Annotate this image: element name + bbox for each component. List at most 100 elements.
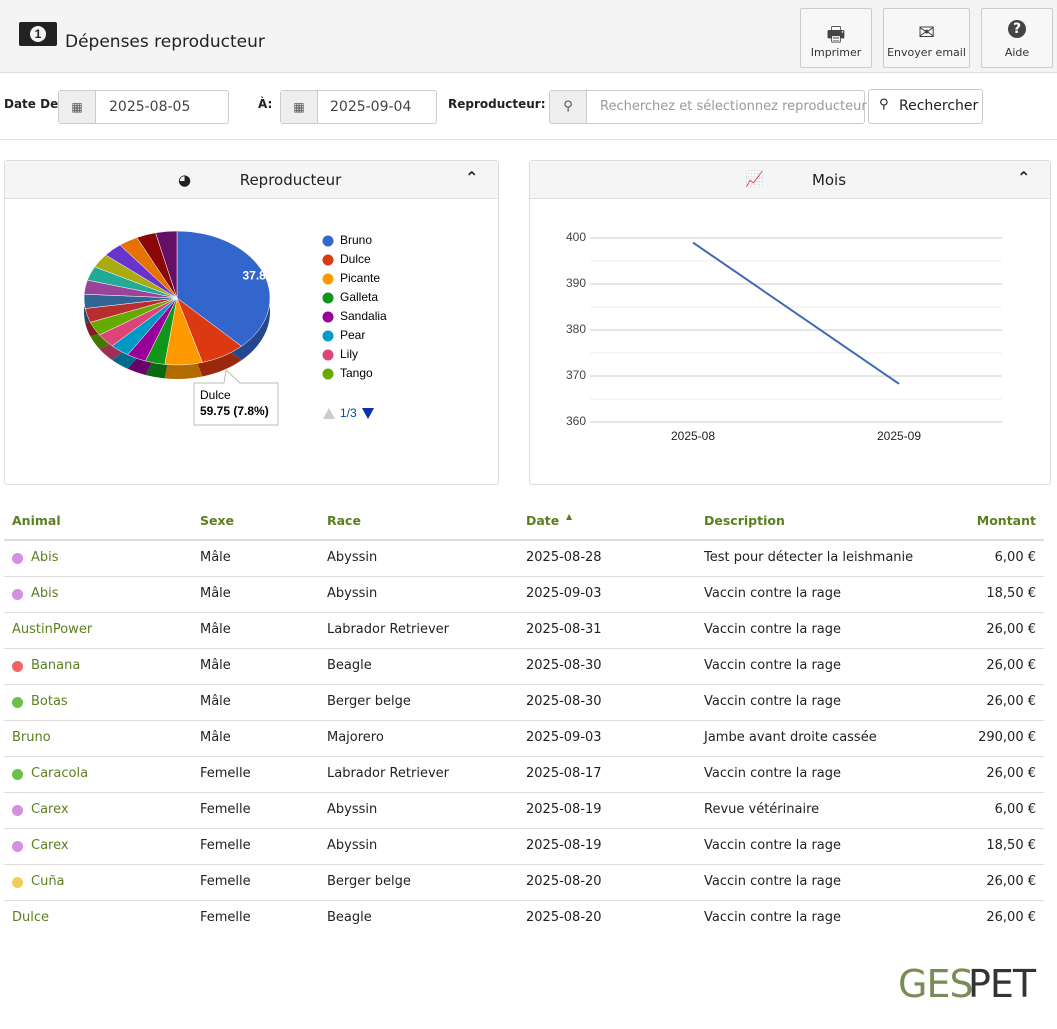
sort-arrow: ▲	[566, 512, 573, 521]
table-cell: 2025-08-30	[526, 658, 602, 673]
column-header[interactable]: Sexe	[200, 513, 235, 528]
table-cell: Vaccin contre la rage	[704, 586, 842, 601]
table-cell: Beagle	[327, 910, 372, 925]
column-header[interactable]: Animal	[12, 513, 61, 528]
page-title: Dépenses reproducteur	[65, 32, 265, 52]
button-label: Imprimer	[810, 46, 862, 59]
table-cell: Labrador Retriever	[327, 766, 449, 781]
animal-link[interactable]: Banana	[31, 658, 81, 673]
legend-label: Tango	[340, 366, 373, 380]
row-rule	[4, 864, 1044, 865]
legend-swatch	[322, 235, 334, 247]
animal-dot	[12, 805, 23, 816]
animal-dot	[12, 877, 23, 888]
search-button[interactable]	[868, 89, 983, 124]
table-cell: 2025-09-03	[526, 586, 602, 601]
table-cell: 2025-08-20	[526, 910, 602, 925]
legend-swatch	[322, 273, 334, 285]
header-button[interactable]	[800, 8, 872, 68]
table-cell: Femelle	[200, 766, 251, 781]
table-cell: 18,50 €	[986, 838, 1036, 853]
animal-link[interactable]: AustinPower	[12, 622, 93, 637]
svg-text:1: 1	[35, 27, 42, 41]
row-rule	[4, 576, 1044, 577]
animal-link[interactable]: Botas	[31, 694, 68, 709]
table-cell: Femelle	[200, 910, 251, 925]
panel-title: Mois	[811, 171, 847, 189]
table-cell: 2025-08-28	[526, 550, 602, 565]
table-cell: Vaccin contre la rage	[704, 658, 842, 673]
date-from-input[interactable]	[58, 90, 229, 124]
table-cell: Vaccin contre la rage	[704, 910, 842, 925]
y-tick-label: 370	[566, 368, 586, 382]
animal-dot	[12, 589, 23, 600]
calendar-addon: ▦	[59, 91, 96, 123]
row-rule	[4, 648, 1044, 649]
animal-dot	[12, 661, 23, 672]
animal-link[interactable]: Abis	[31, 550, 59, 565]
logo-ges: GES	[898, 962, 974, 1006]
separator	[0, 139, 1057, 140]
column-header[interactable]: Description	[704, 513, 785, 528]
button-icon: ?	[981, 20, 1053, 38]
x-tick-label: 2025-08	[671, 429, 715, 443]
legend-label: Lily	[340, 347, 358, 361]
header-button[interactable]	[883, 8, 970, 68]
table-cell: Beagle	[327, 658, 372, 673]
collapse-icon[interactable]: ⌃	[465, 168, 479, 187]
table-cell: 26,00 €	[986, 658, 1036, 673]
calendar-addon: ▦	[281, 91, 318, 123]
date-from-value: 2025-08-05	[109, 99, 191, 115]
pie-icon: ◕	[178, 171, 192, 189]
legend-swatch	[322, 349, 334, 361]
table-cell: 2025-08-19	[526, 838, 602, 853]
animal-dot	[12, 553, 23, 564]
table-cell: Abyssin	[327, 586, 378, 601]
panel	[529, 160, 1051, 485]
column-header[interactable]: Montant	[976, 513, 1036, 528]
breeder-search[interactable]	[549, 90, 865, 124]
legend-label: Sandalia	[340, 309, 387, 323]
table-cell: Mâle	[200, 550, 231, 565]
table-cell: Mâle	[200, 586, 231, 601]
table-cell: Femelle	[200, 802, 251, 817]
panel-title: Reproducteur	[239, 171, 342, 189]
pie-slice	[176, 230, 271, 347]
animal-link[interactable]: Carex	[31, 802, 69, 817]
table-cell: 26,00 €	[986, 622, 1036, 637]
table-cell: Majorero	[327, 730, 384, 745]
date-to-input[interactable]	[280, 90, 437, 124]
table-cell: Mâle	[200, 622, 231, 637]
legend-swatch	[322, 368, 334, 380]
animal-link[interactable]: Dulce	[12, 910, 50, 925]
collapse-icon[interactable]: ⌃	[1017, 168, 1031, 187]
legend-label: Galleta	[340, 290, 378, 304]
table-cell: Vaccin contre la rage	[704, 622, 842, 637]
table-cell: Berger belge	[327, 694, 411, 709]
table-cell: 2025-08-30	[526, 694, 602, 709]
header-button[interactable]	[981, 8, 1053, 68]
animal-link[interactable]: Abis	[31, 586, 59, 601]
table-cell: Vaccin contre la rage	[704, 874, 842, 889]
row-rule	[4, 792, 1044, 793]
button-label: Envoyer email	[887, 46, 966, 59]
table-cell: Abyssin	[327, 802, 378, 817]
column-header[interactable]: Race	[327, 513, 361, 528]
legend-page: 1/3	[340, 406, 357, 420]
animal-link[interactable]: Cuña	[31, 874, 65, 889]
legend-swatch	[322, 330, 334, 342]
line-series	[692, 241, 900, 385]
table-cell: 2025-09-03	[526, 730, 602, 745]
tooltip-text: 59.75 (7.8%)	[200, 404, 269, 418]
animal-link[interactable]: Carex	[31, 838, 69, 853]
animal-link[interactable]: Bruno	[12, 730, 51, 745]
table-cell: 26,00 €	[986, 874, 1036, 889]
column-header[interactable]: Date	[526, 513, 560, 528]
tooltip-name: Dulce	[200, 388, 231, 402]
animal-link[interactable]: Caracola	[31, 766, 89, 781]
table-cell: Femelle	[200, 838, 251, 853]
date-to-value: 2025-09-04	[330, 99, 412, 115]
date-to-label: À:	[258, 97, 273, 111]
breeder-label: Reproducteur:	[448, 97, 546, 111]
money-icon: 1	[19, 22, 57, 46]
